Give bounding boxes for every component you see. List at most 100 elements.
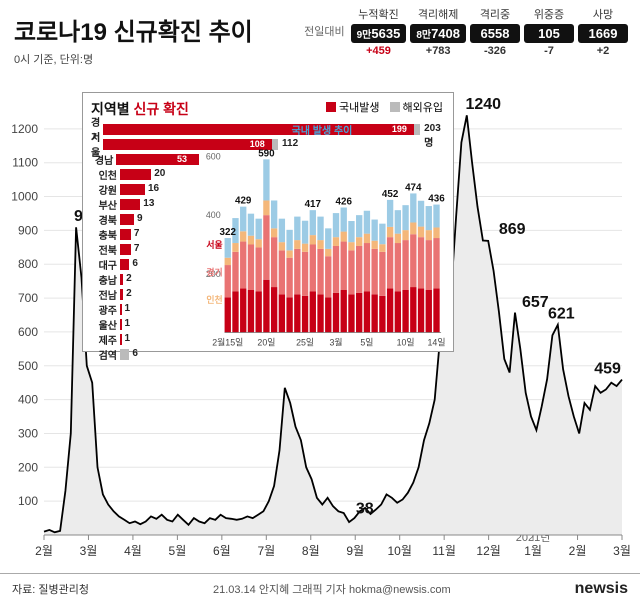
stat-box: 위중증105-7 bbox=[524, 6, 574, 57]
region-bar-column: 경기199203명서울108112경남53인천20강원16부산13경북9충북7전… bbox=[91, 122, 199, 352]
stat-label: 누적확진 bbox=[358, 6, 398, 22]
region-name: 검역 bbox=[91, 347, 117, 362]
svg-text:인천: 인천 bbox=[206, 295, 222, 305]
svg-text:서울: 서울 bbox=[206, 239, 222, 250]
region-name: 경북 bbox=[91, 212, 117, 227]
svg-text:14일: 14일 bbox=[428, 337, 445, 347]
stat-value: 105 bbox=[524, 24, 574, 43]
svg-text:4월: 4월 bbox=[124, 544, 142, 558]
svg-text:2월: 2월 bbox=[569, 544, 587, 558]
region-bar: 1 bbox=[120, 319, 199, 330]
legend-domestic: 국내발생 bbox=[326, 99, 379, 115]
region-row: 전북7 bbox=[91, 242, 199, 256]
svg-text:869: 869 bbox=[499, 221, 526, 238]
region-bar: 2 bbox=[120, 289, 199, 300]
region-bar: 7 bbox=[120, 229, 199, 240]
mini-stacked-chart: 2004006003224295904174264524744362월15일20… bbox=[199, 137, 445, 352]
svg-text:10일: 10일 bbox=[397, 337, 415, 347]
region-row: 충북7 bbox=[91, 227, 199, 241]
region-row: 인천20 bbox=[91, 167, 199, 181]
svg-text:1월: 1월 bbox=[524, 544, 542, 558]
svg-text:2월: 2월 bbox=[35, 544, 53, 558]
svg-text:6월: 6월 bbox=[213, 544, 231, 558]
svg-text:800: 800 bbox=[18, 257, 38, 271]
stat-value: 1669 bbox=[578, 24, 628, 43]
region-bar: 2 bbox=[120, 274, 199, 285]
legend-overseas: 해외유입 bbox=[390, 99, 443, 115]
svg-text:700: 700 bbox=[18, 291, 38, 305]
svg-text:1240: 1240 bbox=[465, 96, 501, 113]
region-bar: 6 bbox=[120, 259, 199, 270]
region-bar: 53 bbox=[116, 154, 199, 165]
region-row: 부산13 bbox=[91, 197, 199, 211]
region-name: 충북 bbox=[91, 227, 117, 242]
svg-text:7월: 7월 bbox=[257, 544, 275, 558]
svg-text:600: 600 bbox=[18, 325, 38, 339]
stat-box: 사망1669+2 bbox=[578, 6, 628, 57]
delta-base-label: 전일대비 bbox=[304, 23, 344, 39]
stat-box: 격리해제8만7408+783 bbox=[410, 6, 466, 57]
inset-panel: 지역별 신규 확진 국내발생 해외유입 경기199203명서울108112경남5… bbox=[82, 92, 454, 352]
svg-text:5일: 5일 bbox=[360, 337, 373, 347]
region-name: 광주 bbox=[91, 302, 117, 317]
region-row: 대구6 bbox=[91, 257, 199, 271]
svg-text:1200: 1200 bbox=[11, 122, 38, 136]
legend-swatch-overseas bbox=[390, 102, 400, 112]
svg-text:900: 900 bbox=[18, 223, 38, 237]
region-row: 검역6 bbox=[91, 347, 199, 361]
svg-text:600: 600 bbox=[206, 151, 221, 161]
stat-box: 누적확진9만5635+459 bbox=[351, 6, 407, 57]
region-bar: 7 bbox=[120, 244, 199, 255]
region-bar: 1 bbox=[120, 334, 199, 345]
region-row: 경남53 bbox=[91, 152, 199, 166]
footer-credit: 21.03.14 안지혜 그래픽 기자 hokma@newsis.com bbox=[213, 581, 451, 597]
legend-swatch-domestic bbox=[326, 102, 336, 112]
svg-text:11월: 11월 bbox=[432, 544, 456, 558]
stat-label: 위중증 bbox=[534, 6, 564, 22]
svg-text:400: 400 bbox=[18, 393, 38, 407]
region-bar: 13 bbox=[120, 199, 199, 210]
stat-delta: +783 bbox=[426, 45, 451, 57]
svg-text:3월: 3월 bbox=[613, 544, 631, 558]
inset-legend: 국내발생 해외유입 bbox=[326, 99, 443, 115]
svg-text:25일: 25일 bbox=[296, 337, 314, 347]
inset-title-red: 신규 확진 bbox=[134, 101, 189, 117]
stat-value: 6558 bbox=[470, 24, 520, 43]
region-name: 경남 bbox=[91, 152, 113, 167]
region-bar: 6 bbox=[120, 349, 199, 360]
region-bar: 20 bbox=[120, 169, 199, 180]
stat-label: 격리중 bbox=[480, 6, 510, 22]
svg-text:459: 459 bbox=[594, 361, 621, 378]
svg-text:8월: 8월 bbox=[302, 544, 320, 558]
stat-box: 격리중 6558 -326 bbox=[470, 6, 520, 57]
region-name: 울산 bbox=[91, 317, 117, 332]
region-row: 제주1 bbox=[91, 332, 199, 346]
mini-chart-title: 국내 발생 추이 bbox=[199, 122, 445, 137]
region-row: 서울108112 bbox=[91, 137, 199, 151]
svg-text:621: 621 bbox=[548, 306, 575, 323]
svg-text:500: 500 bbox=[18, 359, 38, 373]
region-name: 인천 bbox=[91, 167, 117, 182]
svg-text:452: 452 bbox=[382, 189, 399, 200]
svg-text:436: 436 bbox=[428, 194, 445, 205]
stat-value: 8만7408 bbox=[410, 24, 466, 43]
svg-text:322: 322 bbox=[220, 227, 237, 238]
region-row: 광주1 bbox=[91, 302, 199, 316]
region-name: 전남 bbox=[91, 287, 117, 302]
svg-text:200: 200 bbox=[18, 460, 38, 474]
svg-text:426: 426 bbox=[336, 197, 353, 208]
region-row: 강원16 bbox=[91, 182, 199, 196]
infographic-root: 코로나19 신규확진 추이 0시 기준, 단위:명 전일대비 누적확진9만563… bbox=[0, 0, 640, 603]
svg-text:12월: 12월 bbox=[476, 544, 500, 558]
stat-delta: -326 bbox=[484, 45, 506, 57]
region-name: 대구 bbox=[91, 257, 117, 272]
legend-label-domestic: 국내발생 bbox=[339, 99, 379, 115]
svg-text:100: 100 bbox=[18, 494, 38, 508]
inset-body: 경기199203명서울108112경남53인천20강원16부산13경북9충북7전… bbox=[91, 122, 445, 352]
footer-source: 자료: 질병관리청 bbox=[12, 581, 89, 597]
svg-text:474: 474 bbox=[405, 182, 422, 193]
footer: 자료: 질병관리청 21.03.14 안지혜 그래픽 기자 hokma@news… bbox=[0, 573, 640, 603]
svg-text:38: 38 bbox=[356, 501, 374, 518]
region-row: 전남2 bbox=[91, 287, 199, 301]
region-row: 울산1 bbox=[91, 317, 199, 331]
